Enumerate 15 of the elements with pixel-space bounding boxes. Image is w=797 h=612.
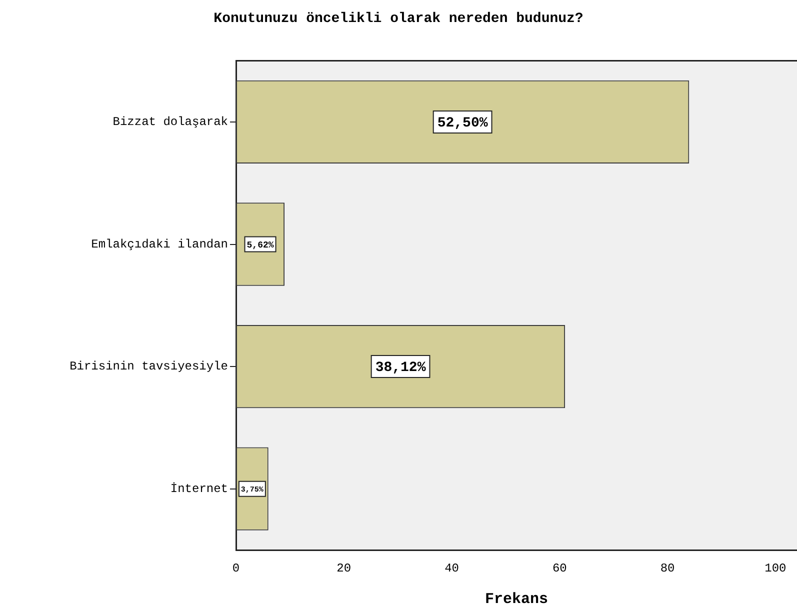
x-tick-label: 60 xyxy=(552,561,567,576)
x-tick-label: 20 xyxy=(336,561,352,576)
chart-title: Konutunuzu öncelikli olarak nereden budunuz? xyxy=(214,10,584,27)
annotation: 38,12% xyxy=(375,360,426,376)
y-tick-label: Bizzat dolaşarak xyxy=(112,115,228,130)
y-tick-label: Emlakçıdaki ilandan xyxy=(91,237,228,252)
x-tick-label: 100 xyxy=(764,561,786,576)
y-tick-label: İnternet xyxy=(170,482,228,496)
x-tick-label: 40 xyxy=(444,561,459,576)
annotation: 5,62% xyxy=(246,240,274,251)
annotation: 52,50% xyxy=(437,115,488,132)
x-tick-label: 80 xyxy=(660,561,675,576)
y-tick-label: Birisinin tavsiyesiyle xyxy=(70,360,228,374)
x-axis-title: Frekans xyxy=(484,590,548,608)
x-tick-label: 0 xyxy=(232,561,240,576)
